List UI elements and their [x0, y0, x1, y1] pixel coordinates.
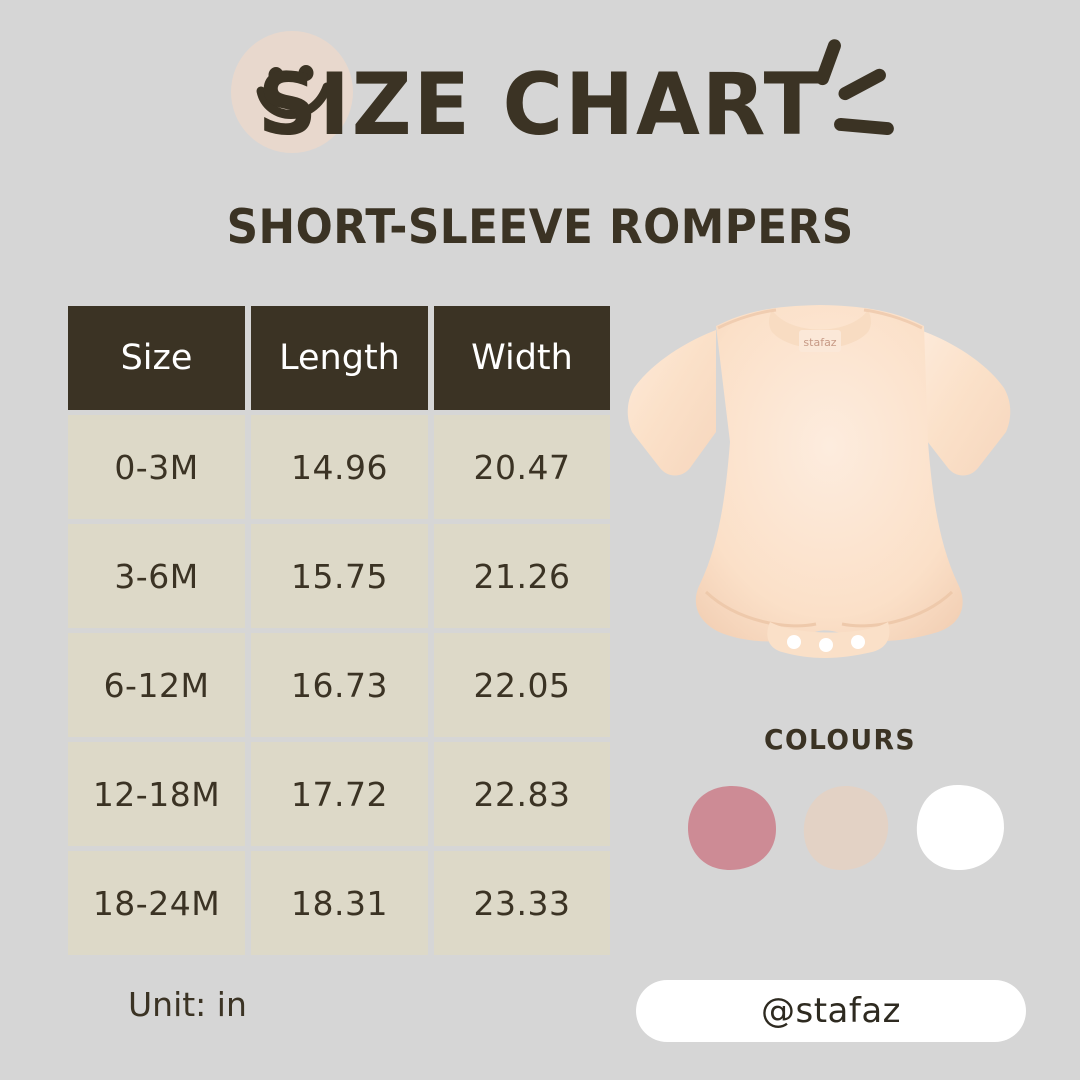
- table-row: 22.83: [434, 742, 610, 846]
- table-header-size: Size: [68, 306, 245, 410]
- unit-label: Unit: in: [128, 985, 247, 1024]
- page-title: SIZE CHART: [257, 55, 823, 155]
- social-handle-text: @stafaz: [760, 991, 902, 1031]
- table-row: 12-18M: [68, 742, 245, 846]
- snap-button: [851, 635, 865, 649]
- table-row: 3-6M: [68, 524, 245, 628]
- colour-swatch-list: [686, 782, 1006, 874]
- table-row: 14.96: [251, 415, 428, 519]
- colour-swatch-dusty-rose[interactable]: [686, 784, 778, 872]
- neck-label: [799, 330, 841, 352]
- colour-swatch-peach-beige[interactable]: [800, 784, 892, 872]
- page-subtitle-wrap: SHORT-SLEEVE ROMPERS: [0, 200, 1080, 256]
- blob-shape: [688, 786, 776, 870]
- blob-shape: [803, 785, 889, 870]
- table-row: 0-3M: [68, 415, 245, 519]
- neck-label-text: stafaz: [803, 336, 836, 349]
- sparkle-lines-icon: [815, 39, 894, 136]
- table-row: 17.72: [251, 742, 428, 846]
- colours-heading: COLOURS: [764, 723, 916, 756]
- smiley-face-icon: [256, 65, 332, 119]
- right-sleeve: [920, 330, 1011, 476]
- table-row: 6-12M: [68, 633, 245, 737]
- product-image-romper: stafaz: [627, 305, 1011, 658]
- neckline-rib: [769, 310, 871, 349]
- table-row: 16.73: [251, 633, 428, 737]
- smiley-background-blob: [231, 31, 353, 153]
- table-row: 20.47: [434, 415, 610, 519]
- social-handle-badge[interactable]: @stafaz: [636, 980, 1026, 1042]
- table-row: 21.26: [434, 524, 610, 628]
- table-row: 23.33: [434, 851, 610, 955]
- colour-swatch-white[interactable]: [914, 784, 1006, 872]
- romper-body: [695, 305, 963, 642]
- left-sleeve: [627, 330, 716, 476]
- page-title-wrap: SIZE CHART: [0, 62, 1080, 148]
- page-subtitle: SHORT-SLEEVE ROMPERS: [226, 200, 854, 255]
- blob-shape: [916, 785, 1005, 871]
- table-row: 18-24M: [68, 851, 245, 955]
- size-table: Size Length Width 0-3M 14.96 20.47 3-6M …: [68, 306, 610, 955]
- snap-button: [787, 635, 801, 649]
- table-row: 15.75: [251, 524, 428, 628]
- header: SIZE CHART SHORT-SLEEVE ROMPERS: [0, 0, 1080, 285]
- table-row: 22.05: [434, 633, 610, 737]
- table-header-length: Length: [251, 306, 428, 410]
- table-row: 18.31: [251, 851, 428, 955]
- table-header-width: Width: [434, 306, 610, 410]
- snap-button: [819, 638, 833, 652]
